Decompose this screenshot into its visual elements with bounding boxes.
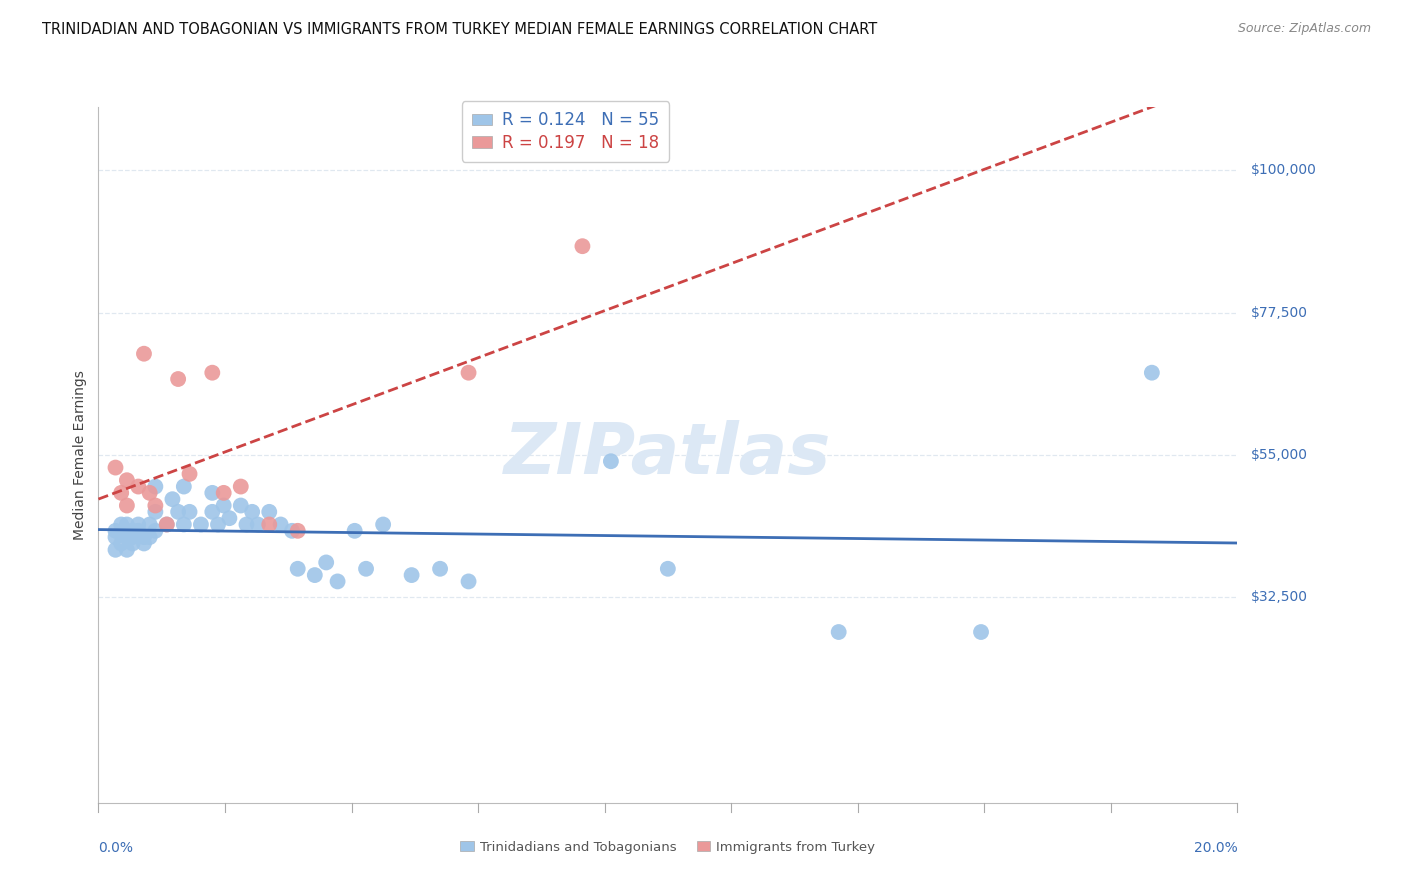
Point	[145, 505, 167, 519]
Point	[657, 562, 679, 576]
Point	[212, 486, 235, 500]
Point	[429, 562, 451, 576]
Text: $32,500: $32,500	[1251, 591, 1308, 604]
Point	[281, 524, 304, 538]
Point	[457, 366, 479, 380]
Point	[1140, 366, 1163, 380]
Point	[287, 562, 309, 576]
Point	[127, 524, 149, 538]
Point	[240, 505, 263, 519]
Point	[132, 347, 155, 361]
Point	[121, 524, 143, 538]
Point	[326, 574, 349, 589]
Point	[145, 524, 167, 538]
Point	[115, 542, 138, 557]
Text: $55,000: $55,000	[1251, 448, 1308, 462]
Point	[132, 536, 155, 550]
Point	[145, 479, 167, 493]
Point	[167, 505, 190, 519]
Point	[127, 517, 149, 532]
Point	[259, 505, 281, 519]
Point	[145, 499, 167, 513]
Point	[179, 505, 201, 519]
Point	[115, 517, 138, 532]
Point	[173, 479, 195, 493]
Y-axis label: Median Female Earnings: Median Female Earnings	[73, 370, 87, 540]
Point	[115, 499, 138, 513]
Point	[132, 530, 155, 544]
Point	[259, 517, 281, 532]
Point	[828, 625, 851, 640]
Point	[138, 517, 160, 532]
Point	[121, 536, 143, 550]
Point	[138, 530, 160, 544]
Point	[110, 517, 132, 532]
Point	[343, 524, 366, 538]
Point	[229, 499, 252, 513]
Point	[600, 454, 623, 468]
Text: $100,000: $100,000	[1251, 163, 1317, 178]
Point	[110, 536, 132, 550]
Point	[167, 372, 190, 386]
Point	[110, 486, 132, 500]
Point	[104, 524, 127, 538]
Point	[156, 517, 179, 532]
Point	[156, 517, 179, 532]
Point	[287, 524, 309, 538]
Point	[304, 568, 326, 582]
Point	[179, 467, 201, 481]
Point	[315, 556, 337, 570]
Point	[970, 625, 993, 640]
Point	[201, 486, 224, 500]
Point	[173, 517, 195, 532]
Text: 0.0%: 0.0%	[98, 841, 134, 855]
Point	[104, 460, 127, 475]
Text: TRINIDADIAN AND TOBAGONIAN VS IMMIGRANTS FROM TURKEY MEDIAN FEMALE EARNINGS CORR: TRINIDADIAN AND TOBAGONIAN VS IMMIGRANTS…	[42, 22, 877, 37]
Point	[571, 239, 593, 253]
Point	[190, 517, 212, 532]
Point	[270, 517, 292, 532]
Point	[246, 517, 269, 532]
Point	[401, 568, 423, 582]
Point	[229, 479, 252, 493]
Point	[201, 505, 224, 519]
Point	[457, 574, 479, 589]
Point	[115, 473, 138, 487]
Point	[235, 517, 257, 532]
Text: $77,500: $77,500	[1251, 306, 1308, 319]
Point	[373, 517, 395, 532]
Point	[212, 499, 235, 513]
Point	[104, 530, 127, 544]
Point	[121, 530, 143, 544]
Point	[115, 524, 138, 538]
Text: Source: ZipAtlas.com: Source: ZipAtlas.com	[1237, 22, 1371, 36]
Point	[162, 492, 184, 507]
Point	[104, 542, 127, 557]
Point	[218, 511, 240, 525]
Point	[207, 517, 229, 532]
Point	[354, 562, 377, 576]
Point	[115, 530, 138, 544]
Text: 20.0%: 20.0%	[1194, 841, 1237, 855]
Point	[127, 479, 149, 493]
Point	[138, 486, 160, 500]
Legend: Trinidadians and Tobagonians, Immigrants from Turkey: Trinidadians and Tobagonians, Immigrants…	[456, 835, 880, 859]
Text: ZIPatlas: ZIPatlas	[505, 420, 831, 490]
Point	[201, 366, 224, 380]
